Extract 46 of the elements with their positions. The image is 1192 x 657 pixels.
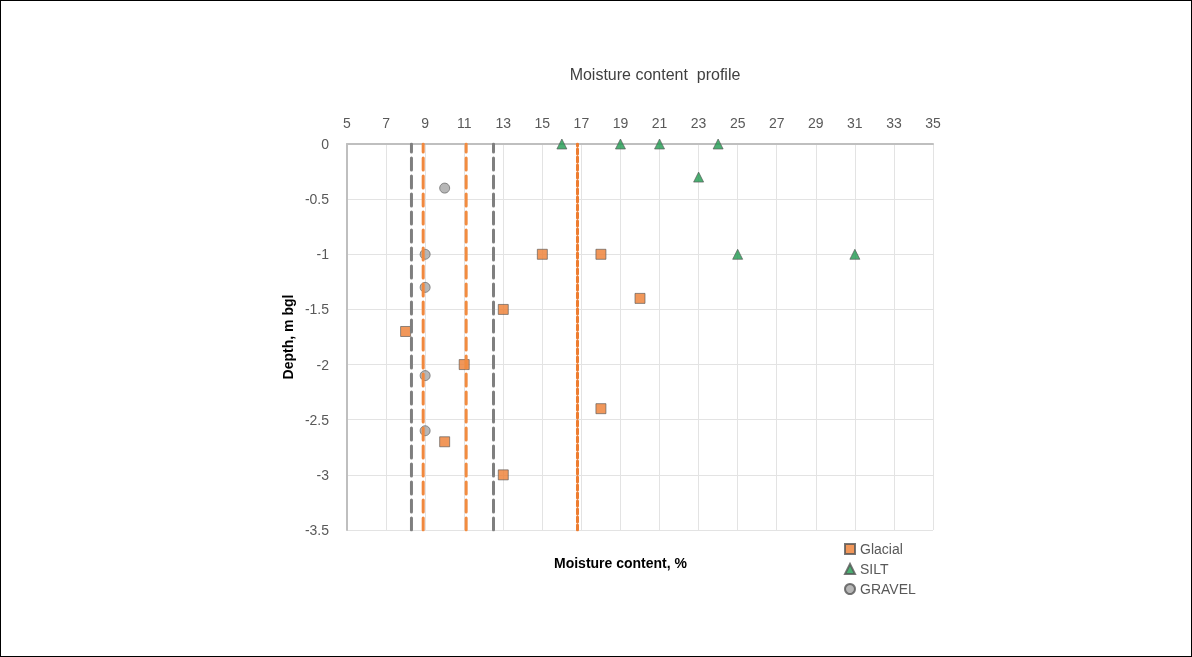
point <box>497 304 509 315</box>
x-tick-label: 23 <box>690 115 707 131</box>
legend-label: Glacial <box>860 541 903 557</box>
point <box>693 171 704 183</box>
x-tick-label: 5 <box>343 115 352 131</box>
x-tick-label: 29 <box>808 115 824 131</box>
point <box>595 403 607 415</box>
x-tick-label: 9 <box>421 115 430 131</box>
point <box>634 293 646 304</box>
chart-title: Moisture content profile <box>569 65 741 83</box>
x-tick-label: 25 <box>729 115 746 131</box>
y-tick-label: -2 <box>316 356 330 373</box>
point <box>439 182 451 194</box>
y-tick-label: -3 <box>316 466 330 483</box>
point <box>712 138 724 150</box>
x-axis-title: Moisture content, % <box>554 555 688 571</box>
point <box>400 326 411 337</box>
y-tick-label: -3.5 <box>304 522 330 538</box>
x-tick-label: 15 <box>534 115 551 131</box>
point <box>654 138 665 150</box>
point <box>595 248 607 260</box>
x-tick-label: 7 <box>382 115 391 131</box>
point <box>439 436 451 448</box>
point <box>556 138 568 150</box>
legend-label: GRAVEL <box>860 581 916 597</box>
y-tick-label: -1 <box>316 246 330 263</box>
y-tick-label: -0.5 <box>304 191 330 208</box>
x-tick-label: 21 <box>651 115 668 131</box>
y-tick-label: 0 <box>321 136 330 152</box>
x-tick-label: 33 <box>886 115 902 131</box>
point <box>849 248 861 260</box>
x-tick-label: 17 <box>573 115 590 131</box>
y-axis-title: Depth, m bgl <box>280 294 296 380</box>
x-tick-label: 19 <box>612 115 629 131</box>
point <box>732 248 744 260</box>
x-tick-label: 31 <box>847 115 863 131</box>
legend-label: SILT <box>860 561 889 577</box>
point <box>497 469 509 481</box>
x-tick-label: 13 <box>495 115 512 131</box>
point <box>615 138 626 150</box>
x-tick-label: 35 <box>925 115 941 131</box>
x-tick-label: 11 <box>456 115 472 131</box>
y-tick-label: -1.5 <box>304 301 330 318</box>
point <box>536 248 548 260</box>
x-tick-label: 27 <box>768 115 785 131</box>
y-tick-label: -2.5 <box>304 411 330 428</box>
